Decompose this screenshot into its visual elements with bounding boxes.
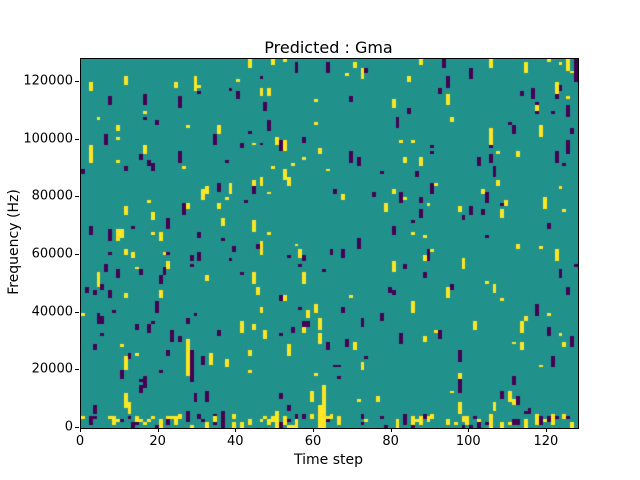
y-tick-mark [75, 138, 79, 140]
x-tick-mark [468, 428, 470, 432]
y-tick-label: 100000 [23, 131, 73, 147]
x-tick-label: 40 [227, 434, 244, 449]
heatmap-image [81, 59, 578, 428]
x-tick-mark [157, 428, 159, 432]
y-tick-label: 60000 [31, 246, 73, 262]
x-tick-label: 60 [304, 434, 322, 449]
plot-area [80, 58, 579, 429]
y-tick-label: 0 [64, 419, 73, 435]
y-tick-mark [75, 311, 79, 313]
x-tick-mark [390, 428, 392, 432]
y-tick-label: 80000 [31, 188, 73, 204]
x-axis-label: Time step [294, 452, 363, 468]
y-tick-label: 120000 [23, 73, 73, 89]
x-tick-mark [80, 428, 81, 432]
y-tick-mark [75, 254, 79, 255]
x-tick-mark [313, 428, 314, 432]
chart-title: Predicted : Gma [264, 38, 393, 57]
x-tick-label: 0 [75, 434, 85, 449]
y-tick-mark [75, 81, 79, 83]
y-tick-mark [75, 427, 79, 428]
x-tick-label: 80 [382, 434, 399, 449]
x-tick-mark [235, 428, 237, 432]
x-tick-label: 120 [533, 434, 559, 449]
y-tick-mark [75, 369, 79, 371]
x-tick-label: 100 [455, 434, 481, 449]
y-tick-label: 20000 [31, 361, 73, 377]
x-tick-label: 20 [149, 434, 166, 449]
y-tick-mark [75, 196, 79, 198]
y-tick-label: 40000 [31, 304, 73, 320]
y-axis-label: Frequency (Hz) [6, 189, 22, 295]
x-tick-mark [545, 428, 547, 432]
